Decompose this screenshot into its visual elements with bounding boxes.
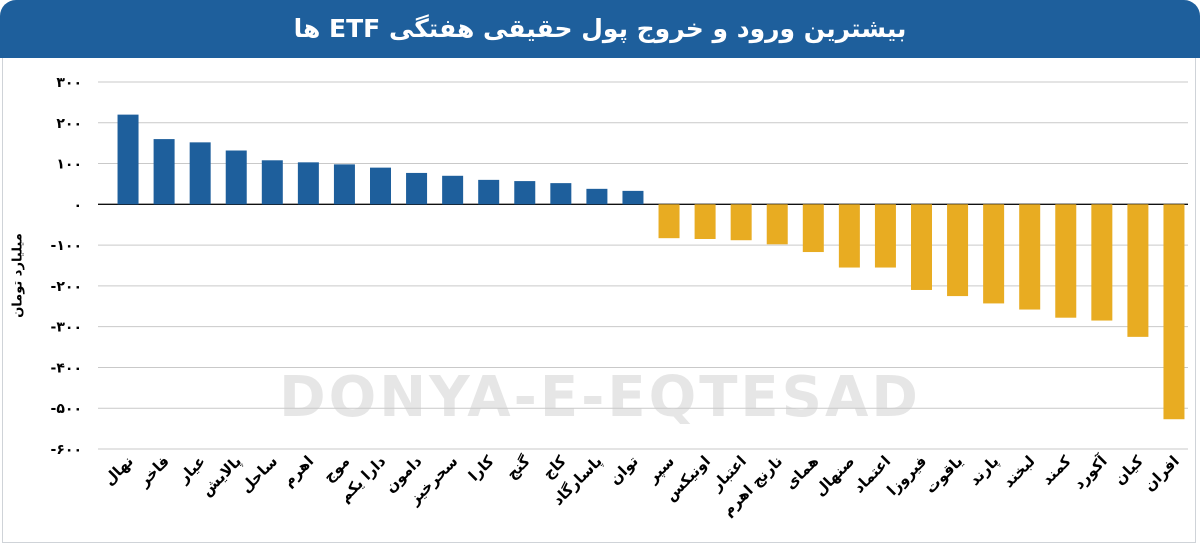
- bar-16: [658, 204, 680, 239]
- bar-7: [333, 164, 355, 205]
- bar-11: [478, 179, 500, 205]
- bar-28: [1091, 204, 1113, 321]
- y-tick-label: -۶۰۰: [51, 442, 82, 458]
- category-label: توان: [606, 452, 642, 488]
- category-label: افران: [1140, 452, 1183, 495]
- bar-24: [947, 204, 969, 297]
- bar-13: [550, 183, 572, 205]
- bars: [117, 114, 1185, 420]
- bar-6: [297, 162, 319, 205]
- bar-20: [802, 204, 824, 253]
- category-label: فاخر: [134, 452, 173, 491]
- category-label: لبخند: [999, 452, 1038, 491]
- bar-12: [514, 181, 536, 205]
- bar-22: [874, 204, 896, 268]
- category-label: نهال: [100, 452, 137, 489]
- chart-title: بیشترین ورود و خروج پول حقیقی هفتگی ETF …: [293, 14, 907, 43]
- bar-14: [586, 188, 608, 205]
- category-label: آکورد: [1070, 451, 1111, 492]
- bar-26: [1019, 204, 1041, 310]
- bar-3: [189, 142, 211, 205]
- y-tick-label: ۲۰۰: [56, 116, 82, 132]
- category-label: اهرم: [279, 452, 317, 490]
- category-label: کارا: [465, 452, 498, 485]
- bar-2: [153, 139, 175, 205]
- bar-8: [370, 167, 391, 205]
- y-tick-label: ۳۰۰: [56, 75, 82, 91]
- bar-21: [838, 204, 860, 268]
- category-label: کاج: [539, 452, 570, 483]
- y-tick-label: ۰: [73, 197, 82, 213]
- y-tick-label: -۱۰۰: [51, 238, 82, 254]
- y-tick-label: -۲۰۰: [51, 279, 82, 295]
- y-tick-label: ۱۰۰: [56, 157, 82, 173]
- chart-frame: [2, 58, 1196, 543]
- bar-27: [1055, 204, 1077, 318]
- bar-30: [1163, 204, 1185, 420]
- y-tick-label: -۵۰۰: [51, 401, 82, 417]
- bar-19: [766, 204, 788, 245]
- bar-4: [225, 150, 247, 205]
- y-tick-label: -۳۰۰: [51, 320, 82, 336]
- bar-23: [911, 204, 932, 290]
- bar-1: [117, 114, 139, 205]
- bar-17: [694, 204, 716, 239]
- bar-18: [730, 204, 752, 241]
- bar-9: [406, 172, 428, 205]
- bar-25: [983, 204, 1005, 304]
- category-label: فیروزا: [883, 452, 930, 499]
- category-label: پارند: [966, 452, 1004, 490]
- bar-5: [261, 160, 283, 205]
- category-label: کمند: [1038, 452, 1075, 489]
- bar-29: [1127, 204, 1149, 337]
- category-label: صنهال: [811, 452, 858, 499]
- y-tick-labels: ۳۰۰ ۲۰۰ ۱۰۰ ۰ -۱۰۰ -۲۰۰ -۳۰۰ -۴۰۰ -۵۰۰ -۶۰۰: [51, 75, 82, 458]
- category-label: ساحل: [237, 452, 281, 496]
- y-tick-label: -۴۰۰: [51, 360, 82, 376]
- category-label: یاقوت: [921, 452, 966, 497]
- bar-10: [442, 175, 464, 205]
- watermark-text: DONYA-E-EQTESAD: [279, 365, 921, 430]
- header-bar: [0, 0, 1200, 58]
- category-label: گنج: [503, 452, 534, 483]
- bar-15: [622, 190, 644, 205]
- category-label: پالایش: [197, 452, 245, 500]
